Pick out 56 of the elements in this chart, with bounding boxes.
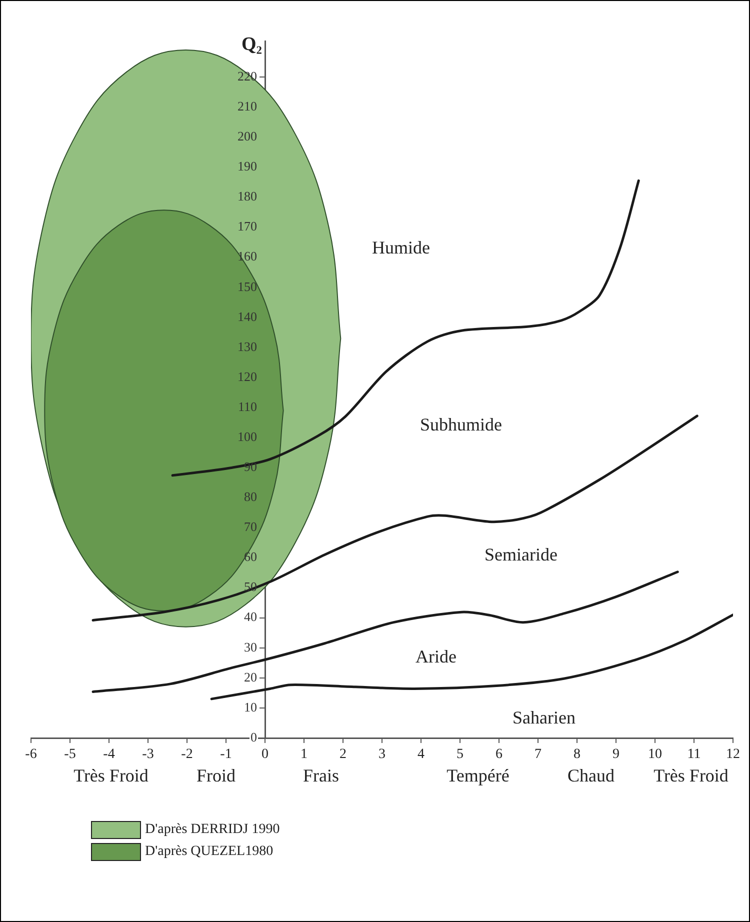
y-tick-label: 0 [250, 729, 257, 744]
y-tick-label: 110 [238, 398, 257, 414]
y-tick-label: 100 [238, 428, 257, 444]
text: Très Froid [654, 766, 728, 786]
y-tick-label: 130 [238, 338, 257, 354]
y-tick-label: 80 [244, 489, 257, 504]
x-tick-label: -5 [64, 747, 76, 762]
y-tick-label: 190 [238, 158, 257, 174]
x-tick-label: 11 [687, 747, 701, 762]
annotation: Subhumide [420, 414, 502, 435]
x-tick-label: 2 [340, 747, 346, 762]
x-tick-label: 12 [726, 747, 740, 762]
text: Chaud [568, 766, 614, 786]
line-series [92, 414, 698, 622]
annotation: Humide [372, 238, 430, 258]
y-tick-label: 40 [244, 609, 257, 624]
y-tick-label: 30 [244, 639, 257, 654]
x-tick-label: -6 [25, 747, 37, 762]
line-series [92, 570, 679, 693]
legend-label: D'après DERRIDJ 1990 [145, 822, 280, 838]
text: Frais [303, 766, 339, 786]
y-tick-label: 20 [244, 669, 257, 684]
x-tick-label: 5 [456, 747, 464, 762]
y-tick-label: 210 [238, 98, 257, 114]
x-tick-label: -2 [181, 747, 193, 762]
annotation: Semiaride [484, 544, 558, 565]
x-tick-label: 8 [574, 747, 580, 762]
x-tick-label: 4 [418, 747, 424, 762]
text: Froid [196, 766, 236, 786]
line-series [171, 179, 640, 477]
line-series [210, 614, 733, 700]
y-tick-label: 180 [238, 188, 257, 204]
x-tick-label: 6 [496, 747, 502, 762]
text: Très Froid [74, 766, 148, 786]
text: Tempéré [446, 766, 510, 786]
x-tick-label: 0 [262, 747, 268, 762]
y-tick-label: 10 [244, 699, 257, 714]
x-tick-label: 7 [534, 747, 542, 762]
x-tick-label: 3 [378, 747, 386, 762]
x-tick-label: 9 [612, 747, 620, 762]
annotation: Aride [416, 646, 456, 667]
x-tick-label: -4 [103, 747, 115, 762]
x-tick-label: -3 [142, 747, 154, 762]
x-tick-label: 1 [300, 747, 308, 762]
y-tick-label: 70 [244, 519, 257, 534]
y-tick-label: 60 [244, 549, 257, 564]
y-tick-label: 200 [238, 128, 257, 144]
annotation: Saharien [512, 708, 576, 728]
x-tick-label: 10 [648, 747, 662, 762]
y-tick-label: 150 [238, 278, 257, 294]
y-axis-title: Q₂ [242, 34, 262, 55]
y-tick-label: 140 [238, 308, 257, 324]
y-tick-label: 120 [238, 368, 257, 384]
y-tick-label: 170 [238, 218, 257, 234]
x-tick-label: -1 [220, 747, 232, 762]
legend-label: D'après QUEZEL1980 [145, 844, 274, 860]
